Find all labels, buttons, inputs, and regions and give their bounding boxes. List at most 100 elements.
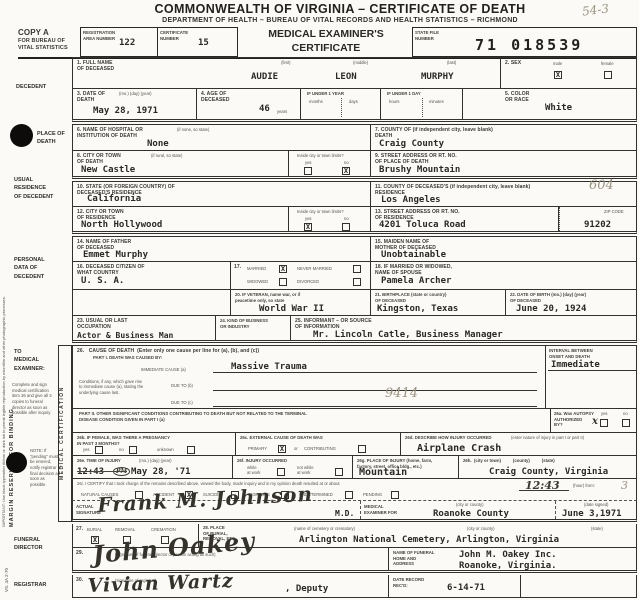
natural-causes-checkbox[interactable] bbox=[135, 491, 143, 499]
zip-field: ZIP CODE 91202 bbox=[559, 207, 638, 231]
funeral-home-address: Roanoke, Virginia. bbox=[459, 561, 557, 571]
hospital-sublabel: (if none, so state) bbox=[177, 127, 210, 132]
date-of-death-value: May 28, 1971 bbox=[93, 106, 159, 116]
birthplace-value: Kingston, Texas bbox=[377, 304, 459, 314]
row-cause-of-death: 26. CAUSE OF DEATH (Enter only one cause… bbox=[72, 345, 637, 409]
autopsy-field: 26a. Was AUTOPSY AUTHORIZED BY? yes no x bbox=[551, 409, 638, 432]
business-field: 24. KIND OF BUSINESS OR INDUSTRY bbox=[216, 316, 291, 340]
injury-location-label: 26h. (city or town) (county) (state) bbox=[463, 458, 555, 463]
veteran-label: 20. IF VETERAN, name war, or if peacetim… bbox=[235, 292, 301, 303]
conditions-note: Conditions, if any, which gave rise to i… bbox=[79, 379, 144, 395]
residence-street-value: 4201 Toluca Road bbox=[379, 220, 466, 230]
autopsy-no-checkbox[interactable] bbox=[622, 419, 630, 427]
certificate-label: CERTIFICATE NUMBER bbox=[160, 30, 189, 41]
months-days-divider bbox=[341, 98, 342, 117]
while-at-work-checkbox[interactable] bbox=[277, 468, 285, 476]
handwritten-code-9414: 9414 bbox=[385, 386, 419, 401]
section-label-to-medical-examiner: TO MEDICAL EXAMINER: bbox=[14, 349, 45, 372]
medical-certification-strip: MEDICAL CERTIFICATION bbox=[58, 345, 72, 522]
certification-field: 26i. I CERTIFY that I took charge of the… bbox=[73, 479, 638, 500]
informant-label: 25. INFORMANT – OR SOURCE OF INFORMATION bbox=[295, 318, 372, 331]
mother-field: 15. MAIDEN NAME OF MOTHER OF DECEASED Un… bbox=[371, 237, 638, 261]
row-decedent-name: 1. FULL NAME OF DECEASED (first) (middle… bbox=[72, 57, 637, 89]
female-checkbox[interactable] bbox=[604, 71, 612, 79]
married-checkbox[interactable]: X bbox=[279, 265, 287, 273]
undetermined-checkbox[interactable] bbox=[345, 491, 353, 499]
never-married-label: NEVER MARRIED bbox=[297, 266, 332, 271]
death-city-value: New Castle bbox=[81, 165, 136, 175]
row-external-cause: 26b. IF FEMALE, WAS THERE A PREGNANCY IN… bbox=[72, 433, 637, 456]
injury-occurred-field: 26f. INJURY OCCURRED while at work not w… bbox=[233, 456, 353, 478]
homicide-label: HOMICIDE bbox=[249, 492, 270, 497]
interval-line bbox=[548, 370, 636, 371]
death-county-label: 7. COUNTY OF (if independent city, leave… bbox=[375, 127, 493, 140]
row-injury-details: 26e. TIME OF INJURY (mo.) (day) (year) 1… bbox=[72, 456, 637, 479]
spouse-label: 18. IF MARRIED OR WIDOWED, NAME OF SPOUS… bbox=[375, 264, 453, 277]
pregnancy-unknown-checkbox[interactable] bbox=[187, 446, 195, 454]
copy-block: COPY A FOR BUREAU OF VITAL STATISTICS bbox=[18, 28, 78, 52]
injury-occurred-label: 26f. INJURY OCCURRED bbox=[237, 458, 288, 463]
date-received-field: DATE RECORD REC'D: 6-14-71 bbox=[389, 575, 521, 597]
autopsy-no-label: no bbox=[623, 411, 628, 416]
residence-state-label: 10. STATE (OR FOREIGN COUNTRY) OF DECEAS… bbox=[77, 184, 175, 197]
hole-punch-bottom bbox=[6, 452, 27, 473]
full-name-label: 1. FULL NAME OF DECEASED bbox=[77, 60, 115, 73]
time-of-injury-sublabel: (mo.) (day) (year) bbox=[139, 458, 172, 463]
how-injury-sublabel: (enter nature of injury in part I or par… bbox=[511, 435, 585, 440]
funeral-signature-sublabel: (signature of funeral director or person… bbox=[115, 552, 216, 557]
burial-number: 27. bbox=[76, 526, 84, 532]
last-name-value: MURPHY bbox=[421, 72, 454, 82]
death-limits-no-checkbox[interactable]: X bbox=[342, 167, 350, 175]
occupation-field: 23. USUAL OR LAST OCCUPATION Actor & Bus… bbox=[73, 316, 216, 340]
marital-field: 17. MARRIED X NEVER MARRIED WIDOWED DIVO… bbox=[231, 262, 371, 289]
contributing-label: CONTRIBUTING bbox=[304, 446, 336, 451]
widowed-checkbox[interactable] bbox=[279, 278, 287, 286]
cremation-checkbox[interactable] bbox=[161, 536, 169, 544]
male-checkbox[interactable]: X bbox=[554, 71, 562, 79]
residence-limits-no-checkbox[interactable] bbox=[342, 223, 350, 231]
immediate-cause-label: IMMEDIATE CAUSE (a) bbox=[141, 367, 186, 372]
primary-checkbox[interactable]: X bbox=[278, 445, 286, 453]
autopsy-yes-checkbox[interactable] bbox=[600, 419, 608, 427]
pregnancy-yes-label: yes bbox=[83, 447, 90, 452]
injury-location-value: Craig County, Virginia bbox=[489, 467, 609, 477]
cause-a-line bbox=[213, 372, 537, 373]
death-limits-yes-checkbox[interactable] bbox=[304, 167, 312, 175]
pending-checkbox[interactable] bbox=[391, 491, 399, 499]
form-code: VS. 4A 2-70 bbox=[4, 567, 9, 592]
how-injury-label: 26d. DESCRIBE HOW INJURY OCCURRED bbox=[405, 435, 492, 440]
time-of-injury-label: 26e. TIME OF INJURY bbox=[77, 458, 121, 463]
accident-checkbox[interactable]: X bbox=[185, 491, 193, 499]
veteran-field: 20. IF VETERAN, name war, or if peacetim… bbox=[231, 290, 371, 315]
date-signed-sublabel: (date signed) bbox=[584, 502, 609, 507]
death-city-field: 8. CITY OR TOWN OF DEATH (if rural, so s… bbox=[73, 151, 289, 176]
interval-label: INTERVAL BETWEEN ONSET AND DEATH bbox=[549, 348, 593, 359]
blank-cell bbox=[73, 290, 231, 315]
residence-limits-yes-checkbox[interactable]: X bbox=[304, 223, 312, 231]
pregnancy-no-checkbox[interactable] bbox=[129, 446, 137, 454]
suicide-checkbox[interactable] bbox=[231, 491, 239, 499]
divorced-checkbox[interactable] bbox=[353, 278, 361, 286]
row-hospital: 6. NAME OF HOSPITAL OR INSTITUTION OF DE… bbox=[72, 124, 637, 151]
spouse-field: 18. IF MARRIED OR WIDOWED, NAME OF SPOUS… bbox=[371, 262, 638, 289]
burial-checkbox[interactable]: X bbox=[91, 536, 99, 544]
date-received-label: DATE RECORD REC'D: bbox=[393, 577, 425, 588]
homicide-checkbox[interactable] bbox=[281, 491, 289, 499]
removal-checkbox[interactable] bbox=[123, 536, 131, 544]
contributing-checkbox[interactable] bbox=[358, 445, 366, 453]
not-while-at-work-checkbox[interactable] bbox=[335, 468, 343, 476]
hole-punch-top bbox=[10, 124, 33, 147]
birthplace-label: 21. BIRTHPLACE (state or country) OF DEC… bbox=[375, 292, 447, 303]
never-married-checkbox[interactable] bbox=[353, 265, 361, 273]
section-label-decedent: DECEDENT bbox=[16, 84, 47, 90]
time-of-injury-field: 26e. TIME OF INJURY (mo.) (day) (year) 1… bbox=[73, 456, 233, 478]
funeral-signature-field: 29. (signature of funeral director or pe… bbox=[73, 548, 389, 570]
primary-label: PRIMARY bbox=[248, 446, 268, 451]
certify-statement: 26i. I CERTIFY that I took charge of the… bbox=[77, 481, 340, 486]
under-one-day-label: IF UNDER 1 DAY bbox=[387, 91, 421, 96]
suicide-label: SUICIDE bbox=[203, 492, 220, 497]
place-of-injury-field: 26g. PLACE OF INJURY (home, farm, factor… bbox=[353, 456, 459, 478]
pregnancy-yes-checkbox[interactable] bbox=[95, 446, 103, 454]
row-marital: 16. DECEASED CITIZEN OF WHAT COUNTRY U. … bbox=[72, 262, 637, 290]
mother-value: Unobtainable bbox=[381, 250, 447, 260]
